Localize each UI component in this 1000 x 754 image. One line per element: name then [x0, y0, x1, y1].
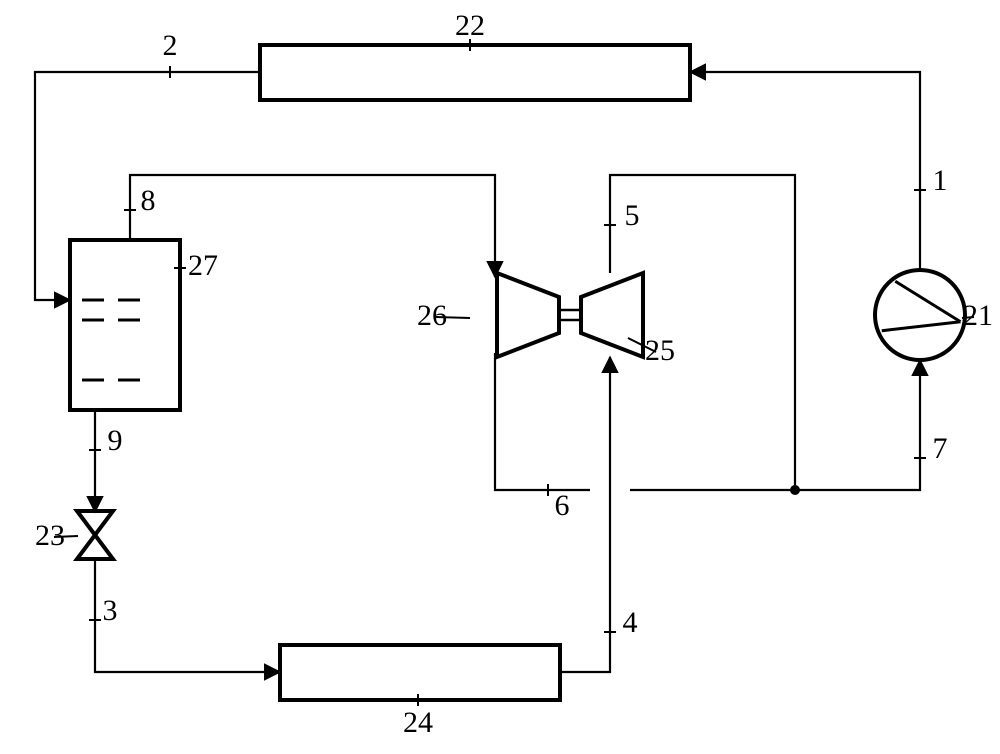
node-turbo-left — [497, 273, 559, 357]
label-23: 23 — [35, 519, 65, 552]
node-pump21-vane — [895, 281, 960, 322]
label-4: 4 — [623, 606, 638, 639]
label-21: 21 — [963, 299, 993, 332]
edge-e-23-to-24 — [95, 560, 280, 672]
label-24: 24 — [403, 706, 433, 739]
label-27: 27 — [188, 249, 218, 282]
edge-e-21-to-22 — [690, 72, 920, 270]
node-turbo-right — [581, 273, 643, 357]
node-box24 — [280, 645, 560, 700]
label-7: 7 — [933, 432, 948, 465]
label-2: 2 — [163, 29, 178, 62]
node-valve23 — [77, 511, 113, 559]
label-25: 25 — [645, 334, 675, 367]
label-3: 3 — [103, 594, 118, 627]
edge-e-27v-to-26 — [130, 175, 495, 277]
node-pump21-vane — [882, 322, 961, 331]
junction-dot — [790, 485, 800, 495]
label-9: 9 — [108, 424, 123, 457]
edge-e-j7-to-21 — [795, 360, 920, 490]
node-box27 — [70, 240, 180, 410]
label-1: 1 — [933, 164, 948, 197]
edge-e-26-to-j7 — [495, 353, 590, 490]
label-26: 26 — [417, 299, 447, 332]
label-8: 8 — [141, 184, 156, 217]
label-22: 22 — [455, 9, 485, 42]
label-6: 6 — [555, 489, 570, 522]
node-box22 — [260, 45, 690, 100]
label-5: 5 — [625, 199, 640, 232]
